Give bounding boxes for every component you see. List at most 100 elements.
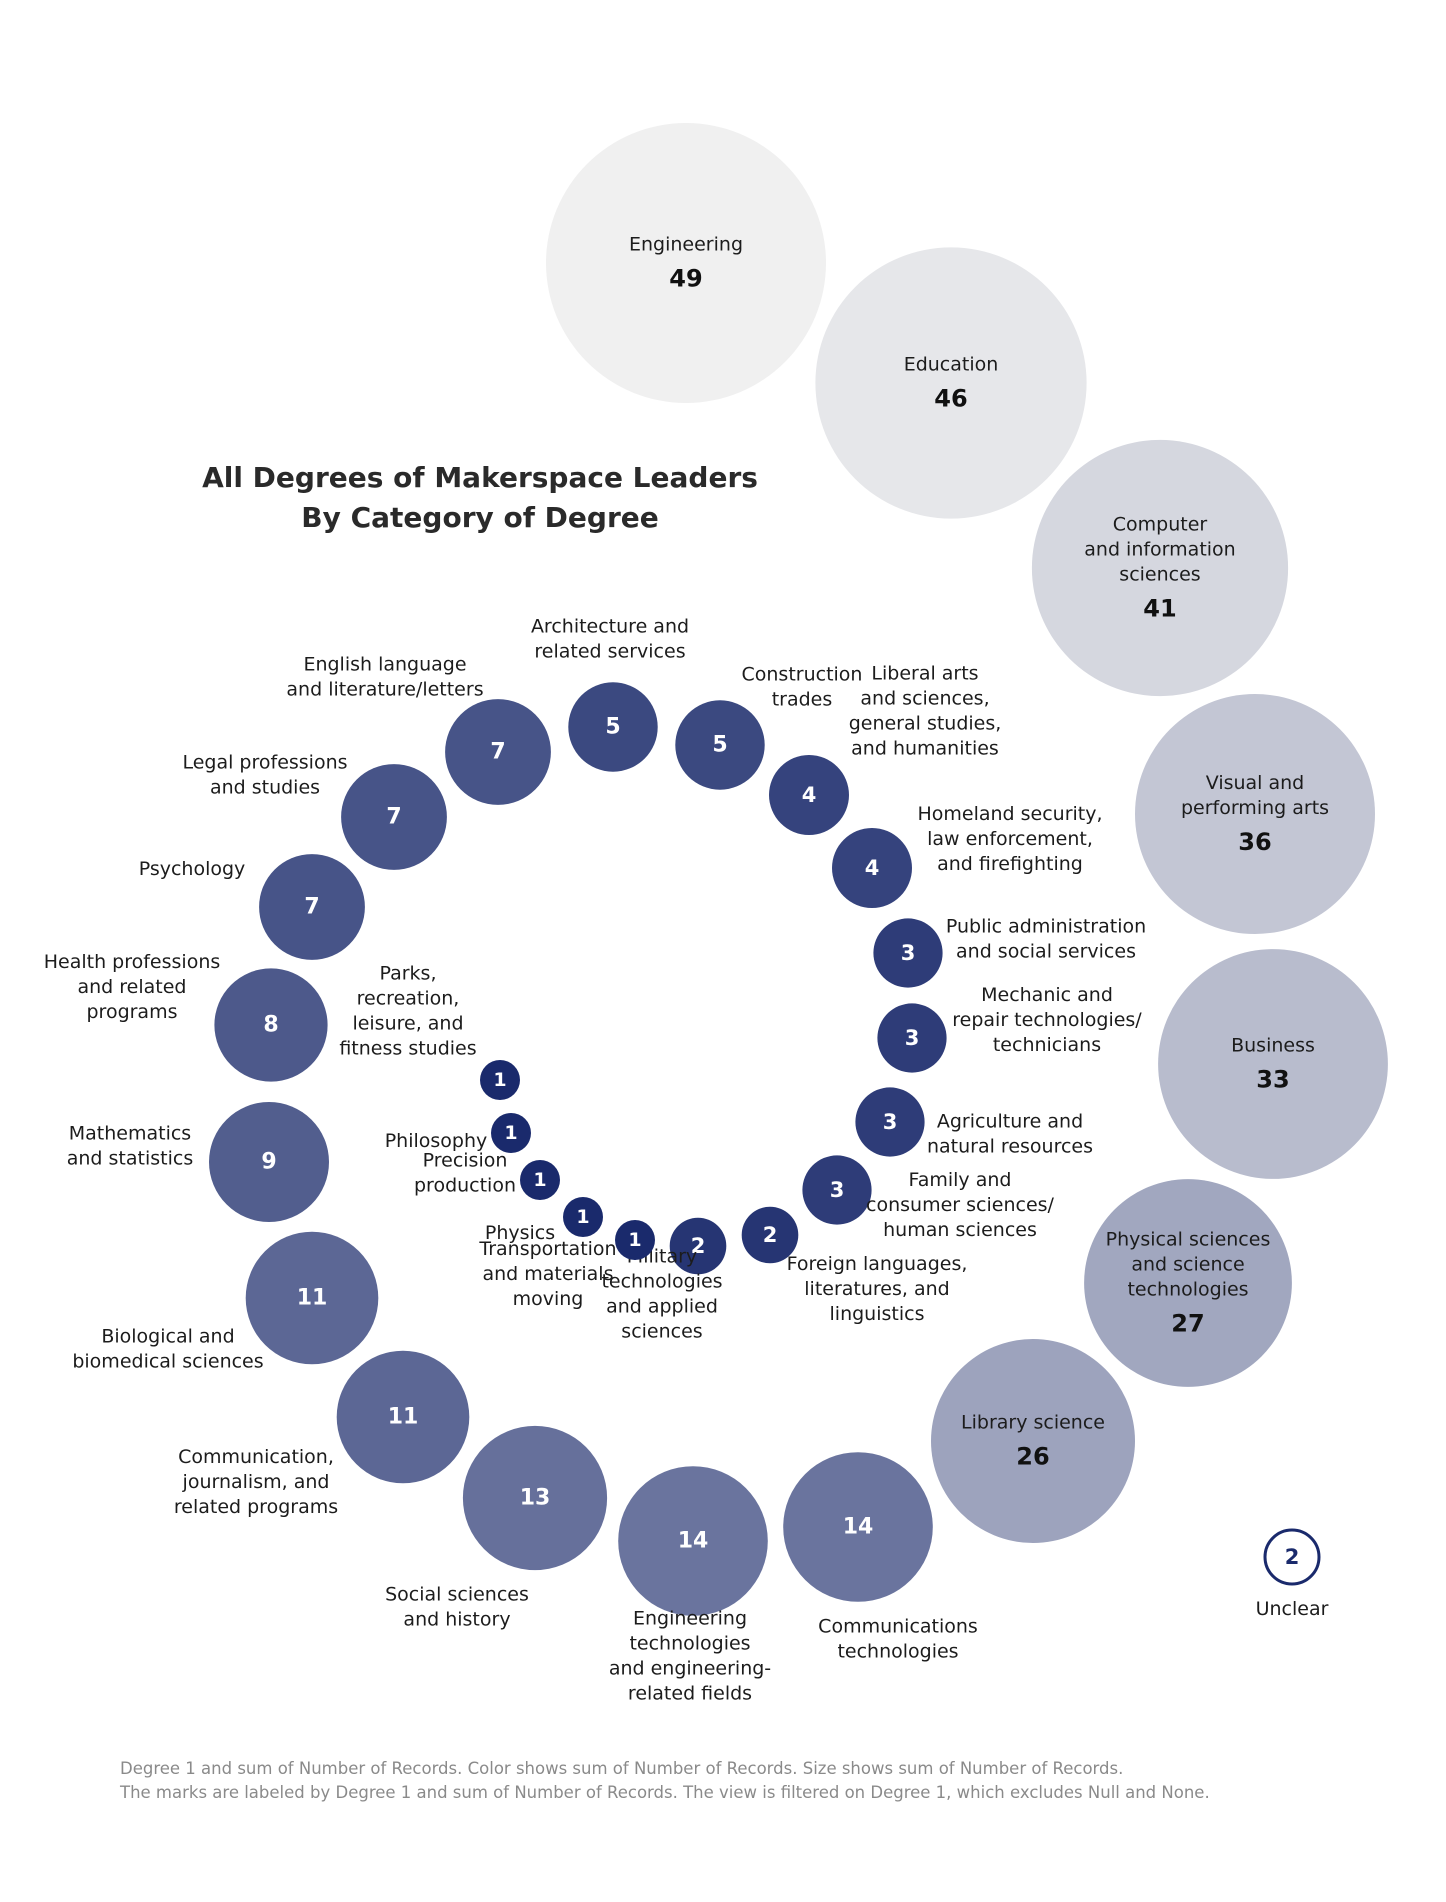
bubble-6: Physical sciences and science technologies… — [1084, 1179, 1292, 1387]
bubble-19: 5 Construction trades — [675, 664, 862, 790]
bubble-3-label-line-2: and information — [1084, 539, 1235, 561]
footnote-line-1: Degree 1 and sum of Number of Records. C… — [120, 1759, 1124, 1778]
bubble-30-value: 1 — [533, 1169, 546, 1191]
bubble-1-value: 49 — [669, 265, 702, 293]
bubble-29-label-line-1: Physics — [485, 1222, 555, 1244]
bubble-32-label-line-1: Parks, — [380, 963, 437, 985]
bubble-6-circle — [1084, 1179, 1292, 1387]
bubble-9-label-line-1: Engineering — [633, 1608, 747, 1630]
bubble-3-label-line-1: Computer — [1113, 514, 1208, 536]
bubble-29-circle — [563, 1197, 603, 1237]
bubble-32-circle — [480, 1060, 520, 1100]
bubble-7: Library science 26 — [931, 1339, 1135, 1543]
bubble-17-value: 7 — [490, 740, 505, 765]
bubble-27-label-line-3: and applied — [606, 1296, 718, 1318]
bubble-23-label-line-2: repair technologies/ — [952, 1009, 1142, 1031]
bubble-26-label-line-1: Foreign languages, — [787, 1253, 968, 1275]
bubble-12-circle — [245, 1231, 379, 1365]
bubble-25-label-line-3: human sciences — [883, 1219, 1037, 1241]
bubble-28-circle — [615, 1220, 655, 1260]
bubble-15-value: 7 — [304, 895, 319, 920]
bubble-6-value: 27 — [1171, 1310, 1204, 1338]
bubble-31-circle — [491, 1113, 531, 1153]
bubble-24-label-line-1: Agriculture and — [937, 1111, 1083, 1133]
bubble-13: 9 Mathematics and statistics — [67, 1102, 329, 1222]
chart-title-line-1: All Degrees of Makerspace Leaders — [202, 461, 758, 494]
bubble-20-label-line-4: and humanities — [851, 738, 999, 760]
bubble-20: 4 Liberal arts and sciences, general studie… — [769, 663, 1001, 835]
bubble-21-circle — [832, 828, 912, 908]
bubble-17-label-line-2: and literature/letters — [286, 679, 483, 701]
bubble-31-label-line-1: Philosophy — [385, 1130, 488, 1152]
bubble-9-label-line-3: and engineering- — [609, 1658, 771, 1680]
bubble-23-label-line-3: technicians — [993, 1034, 1101, 1056]
bubble-9-circle — [618, 1466, 768, 1616]
bubble-33-circle — [1263, 1528, 1321, 1586]
bubble-17-circle — [445, 699, 551, 805]
bubble-12: 11 Biological and biomedical sciences — [72, 1231, 379, 1373]
bubble-28-label-line-3: moving — [513, 1288, 584, 1310]
bubble-10: 13 Social sciences and history — [385, 1425, 608, 1631]
bubble-15: 7 Psychology — [139, 854, 365, 960]
bubble-32: 1 Parks, recreation, leisure, and fitness st… — [339, 963, 520, 1100]
bubble-11-label-line-2: journalism, and — [182, 1471, 330, 1493]
bubble-21-label-line-1: Homeland security, — [917, 803, 1102, 825]
bubble-28-label-line-2: and materials — [483, 1263, 614, 1285]
bubble-25-label-line-2: consumer sciences/ — [866, 1194, 1054, 1216]
bubble-27-value: 2 — [691, 1234, 706, 1258]
bubble-21: 4 Homeland security, law enforcement, and f… — [832, 803, 1103, 908]
bubble-13-label-line-1: Mathematics — [69, 1123, 191, 1145]
bubble-30-label-line-2: production — [414, 1175, 516, 1197]
bubble-16-circle — [341, 764, 447, 870]
bubble-24: 3 Agriculture and natural resources — [855, 1087, 1093, 1158]
bubble-27-label-line-4: sciences — [621, 1321, 702, 1343]
bubble-6-label-line-2: and science — [1131, 1254, 1244, 1276]
bubble-14: 8 Health professions and related programs — [44, 951, 328, 1082]
bubble-22: 3 Public administration and social service… — [873, 916, 1146, 988]
bubble-8-label-line-2: technologies — [837, 1641, 958, 1663]
bubble-33: 2 Unclear — [1256, 1528, 1329, 1620]
bubble-19-label-line-1: Construction — [742, 664, 863, 686]
bubble-4-label-line-2: performing arts — [1181, 797, 1329, 819]
bubble-26-label-line-3: linguistics — [830, 1303, 925, 1325]
bubble-8-value: 14 — [843, 1515, 874, 1540]
bubble-30-label-line-1: Precision — [423, 1150, 508, 1172]
bubble-3: Computer and information sciences 41 — [1031, 439, 1289, 697]
bubble-7-label-line-1: Library science — [961, 1412, 1105, 1434]
bubble-27-circle — [669, 1217, 727, 1275]
bubble-11-label-line-1: Communication, — [178, 1446, 334, 1468]
bubble-23-label-line-1: Mechanic and — [981, 984, 1113, 1006]
bubble-2-circle — [815, 247, 1087, 519]
bubble-31: 1 Philosophy — [385, 1113, 531, 1153]
bubble-8-circle — [783, 1452, 933, 1602]
bubble-16: 7 Legal professions and studies — [182, 752, 447, 870]
bubble-1-label-line-1: Engineering — [629, 234, 743, 256]
bubble-9: 14 Engineering technologies and engineering… — [609, 1466, 771, 1705]
bubble-24-label-line-2: natural resources — [927, 1136, 1093, 1158]
bubble-11: 11 Communication, journalism, and related p… — [174, 1350, 470, 1518]
bubble-11-value: 11 — [388, 1405, 419, 1430]
bubble-8-label-line-1: Communications — [818, 1616, 978, 1638]
bubble-23: 3 Mechanic and repair technologies/technic… — [877, 984, 1142, 1073]
bubble-15-label-line-1: Psychology — [139, 858, 246, 880]
bubble-30-circle — [520, 1160, 560, 1200]
bubble-32-label-line-2: recreation, — [357, 988, 460, 1010]
bubble-13-circle — [209, 1102, 329, 1222]
bubble-21-label-line-2: law enforcement, — [927, 828, 1093, 850]
bubble-29-value: 1 — [576, 1206, 589, 1228]
bubble-22-circle — [873, 918, 943, 988]
bubble-20-circle — [769, 755, 849, 835]
bubble-27-label-line-2: technologies — [601, 1271, 722, 1293]
bubble-33-value: 2 — [1285, 1545, 1300, 1569]
bubble-18-label-line-2: related services — [534, 641, 685, 663]
bubble-22-label-line-1: Public administration — [946, 916, 1146, 938]
bubble-17: 7 English language and literature/letters — [286, 654, 551, 805]
bubble-4-value: 36 — [1238, 828, 1271, 856]
bubble-16-value: 7 — [386, 805, 401, 830]
bubble-3-circle — [1031, 439, 1289, 697]
bubble-23-circle — [877, 1003, 947, 1073]
bubble-1-circle — [546, 123, 826, 403]
bubble-20-value: 4 — [802, 783, 817, 807]
